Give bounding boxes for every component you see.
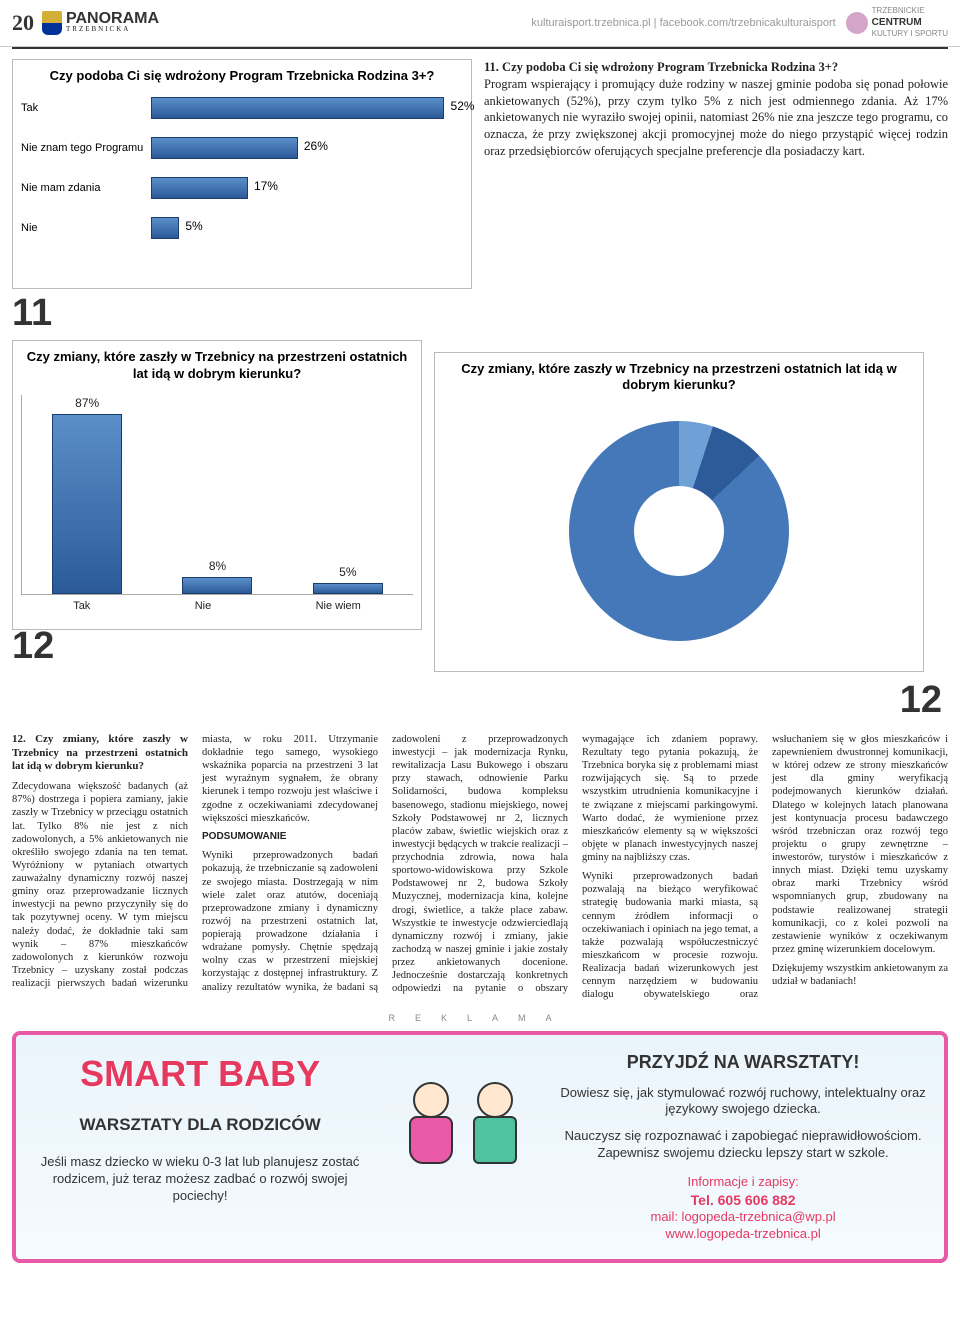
kid-boy-icon <box>465 1082 525 1192</box>
donut-label-niewiem: Nie wiem5% <box>760 426 805 455</box>
donut-chart <box>569 421 789 641</box>
donut-label-nie: Nie8% <box>558 466 575 495</box>
centrum-icon <box>846 12 868 34</box>
ad-title: SMART BABY <box>32 1051 368 1098</box>
reklama-label: REKLAMA <box>0 1013 960 1025</box>
kid-girl-icon <box>401 1082 461 1192</box>
logo-main: PANORAMA <box>66 12 159 26</box>
q11-heading: 11. Czy podoba Ci się wdrożony Program T… <box>484 60 838 74</box>
ad-right-heading: PRZYJDŹ NA WARSZTATY! <box>558 1051 928 1074</box>
article-body: 12. Czy zmiany, które zaszły w Trzebnicy… <box>0 725 960 1010</box>
page-header: 20 PANORAMA TRZEBNICKA kulturaisport.trz… <box>0 0 960 47</box>
vbar-col: 8% <box>172 559 262 594</box>
donut-label-tak: Tak87% <box>778 588 800 617</box>
number-12-right: 12 <box>0 676 960 725</box>
section-11: Czy podoba Ci się wdrożony Program Trzeb… <box>0 49 960 299</box>
centrum-line1: TRZEBNICKIE <box>872 6 948 16</box>
chart-12b-title: Czy zmiany, które zaszły w Trzebnicy na … <box>443 361 915 395</box>
ad-illustration <box>388 1051 538 1243</box>
number-11: 11 <box>12 289 960 338</box>
hbar-row: Nie znam tego Programu26% <box>21 137 463 159</box>
hbar-row: Tak52% <box>21 97 463 119</box>
centrum-badge: TRZEBNICKIE CENTRUM KULTURY I SPORTU <box>846 6 948 40</box>
article-lead: 12. Czy zmiany, które zaszły w Trzebnicy… <box>12 733 188 774</box>
hbar-row: Nie5% <box>21 217 463 239</box>
chart-12b: Czy zmiany, które zaszły w Trzebnicy na … <box>434 352 924 672</box>
centrum-line3: KULTURY I SPORTU <box>872 29 948 39</box>
chart-12a-wrap: Czy zmiany, które zaszły w Trzebnicy na … <box>12 340 422 671</box>
header-links: kulturaisport.trzebnica.pl | facebook.co… <box>531 16 835 30</box>
header-right: kulturaisport.trzebnica.pl | facebook.co… <box>531 6 948 40</box>
ad-right: PRZYJDŹ NA WARSZTATY! Dowiesz się, jak s… <box>558 1051 928 1243</box>
ad-left-body: Jeśli masz dziecko w wieku 0-3 lat lub p… <box>32 1154 368 1205</box>
article-p4: Dziękujemy wszystkim ankietowanym za udz… <box>772 962 948 988</box>
hbar-label: Nie <box>21 221 151 235</box>
ad-tel: Tel. 605 606 882 <box>558 1191 928 1209</box>
hbar-label: Nie znam tego Programu <box>21 141 151 155</box>
number-12-left: 12 <box>12 622 422 671</box>
vbar-col: 5% <box>303 565 393 594</box>
ad-contact: Informacje i zapisy: Tel. 605 606 882 ma… <box>558 1174 928 1243</box>
hbar-label: Nie mam zdania <box>21 181 151 195</box>
hbar-row: Nie mam zdania17% <box>21 177 463 199</box>
article-h2: PODSUMOWANIE <box>202 831 378 844</box>
hbar-label: Tak <box>21 101 151 115</box>
chart-11: Czy podoba Ci się wdrożony Program Trzeb… <box>12 59 472 289</box>
chart-12a-title: Czy zmiany, które zaszły w Trzebnicy na … <box>21 349 413 383</box>
shield-icon <box>42 11 62 35</box>
chart-11-title: Czy podoba Ci się wdrożony Program Trzeb… <box>21 68 463 85</box>
page-number: 20 <box>12 9 34 38</box>
chart-12a: Czy zmiany, które zaszły w Trzebnicy na … <box>12 340 422 630</box>
ad-subtitle: WARSZTATY DLA RODZICÓW <box>32 1114 368 1136</box>
ad-right-p1: Dowiesz się, jak stymulować rozwój rucho… <box>558 1085 928 1119</box>
ad-www: www.logopeda-trzebnica.pl <box>558 1226 928 1243</box>
text-11: 11. Czy podoba Ci się wdrożony Program T… <box>484 59 948 160</box>
ad-left: SMART BABY WARSZTATY DLA RODZICÓW Jeśli … <box>32 1051 368 1243</box>
ad-right-p2: Nauczysz się rozpoznawać i zapobiegać ni… <box>558 1128 928 1162</box>
q11-body: Program wspierający i promujący duże rod… <box>484 76 948 160</box>
header-left: 20 PANORAMA TRZEBNICKA <box>12 9 159 38</box>
panorama-logo: PANORAMA TRZEBNICKA <box>42 11 159 35</box>
centrum-line2: CENTRUM <box>872 17 922 28</box>
ad-contact-h: Informacje i zapisy: <box>558 1174 928 1191</box>
section-12-charts: Czy zmiany, które zaszły w Trzebnicy na … <box>0 338 960 681</box>
vbar-col: 87% <box>42 396 132 594</box>
ad-mail: mail: logopeda-trzebnica@wp.pl <box>558 1209 928 1226</box>
smart-baby-ad: SMART BABY WARSZTATY DLA RODZICÓW Jeśli … <box>12 1031 948 1263</box>
